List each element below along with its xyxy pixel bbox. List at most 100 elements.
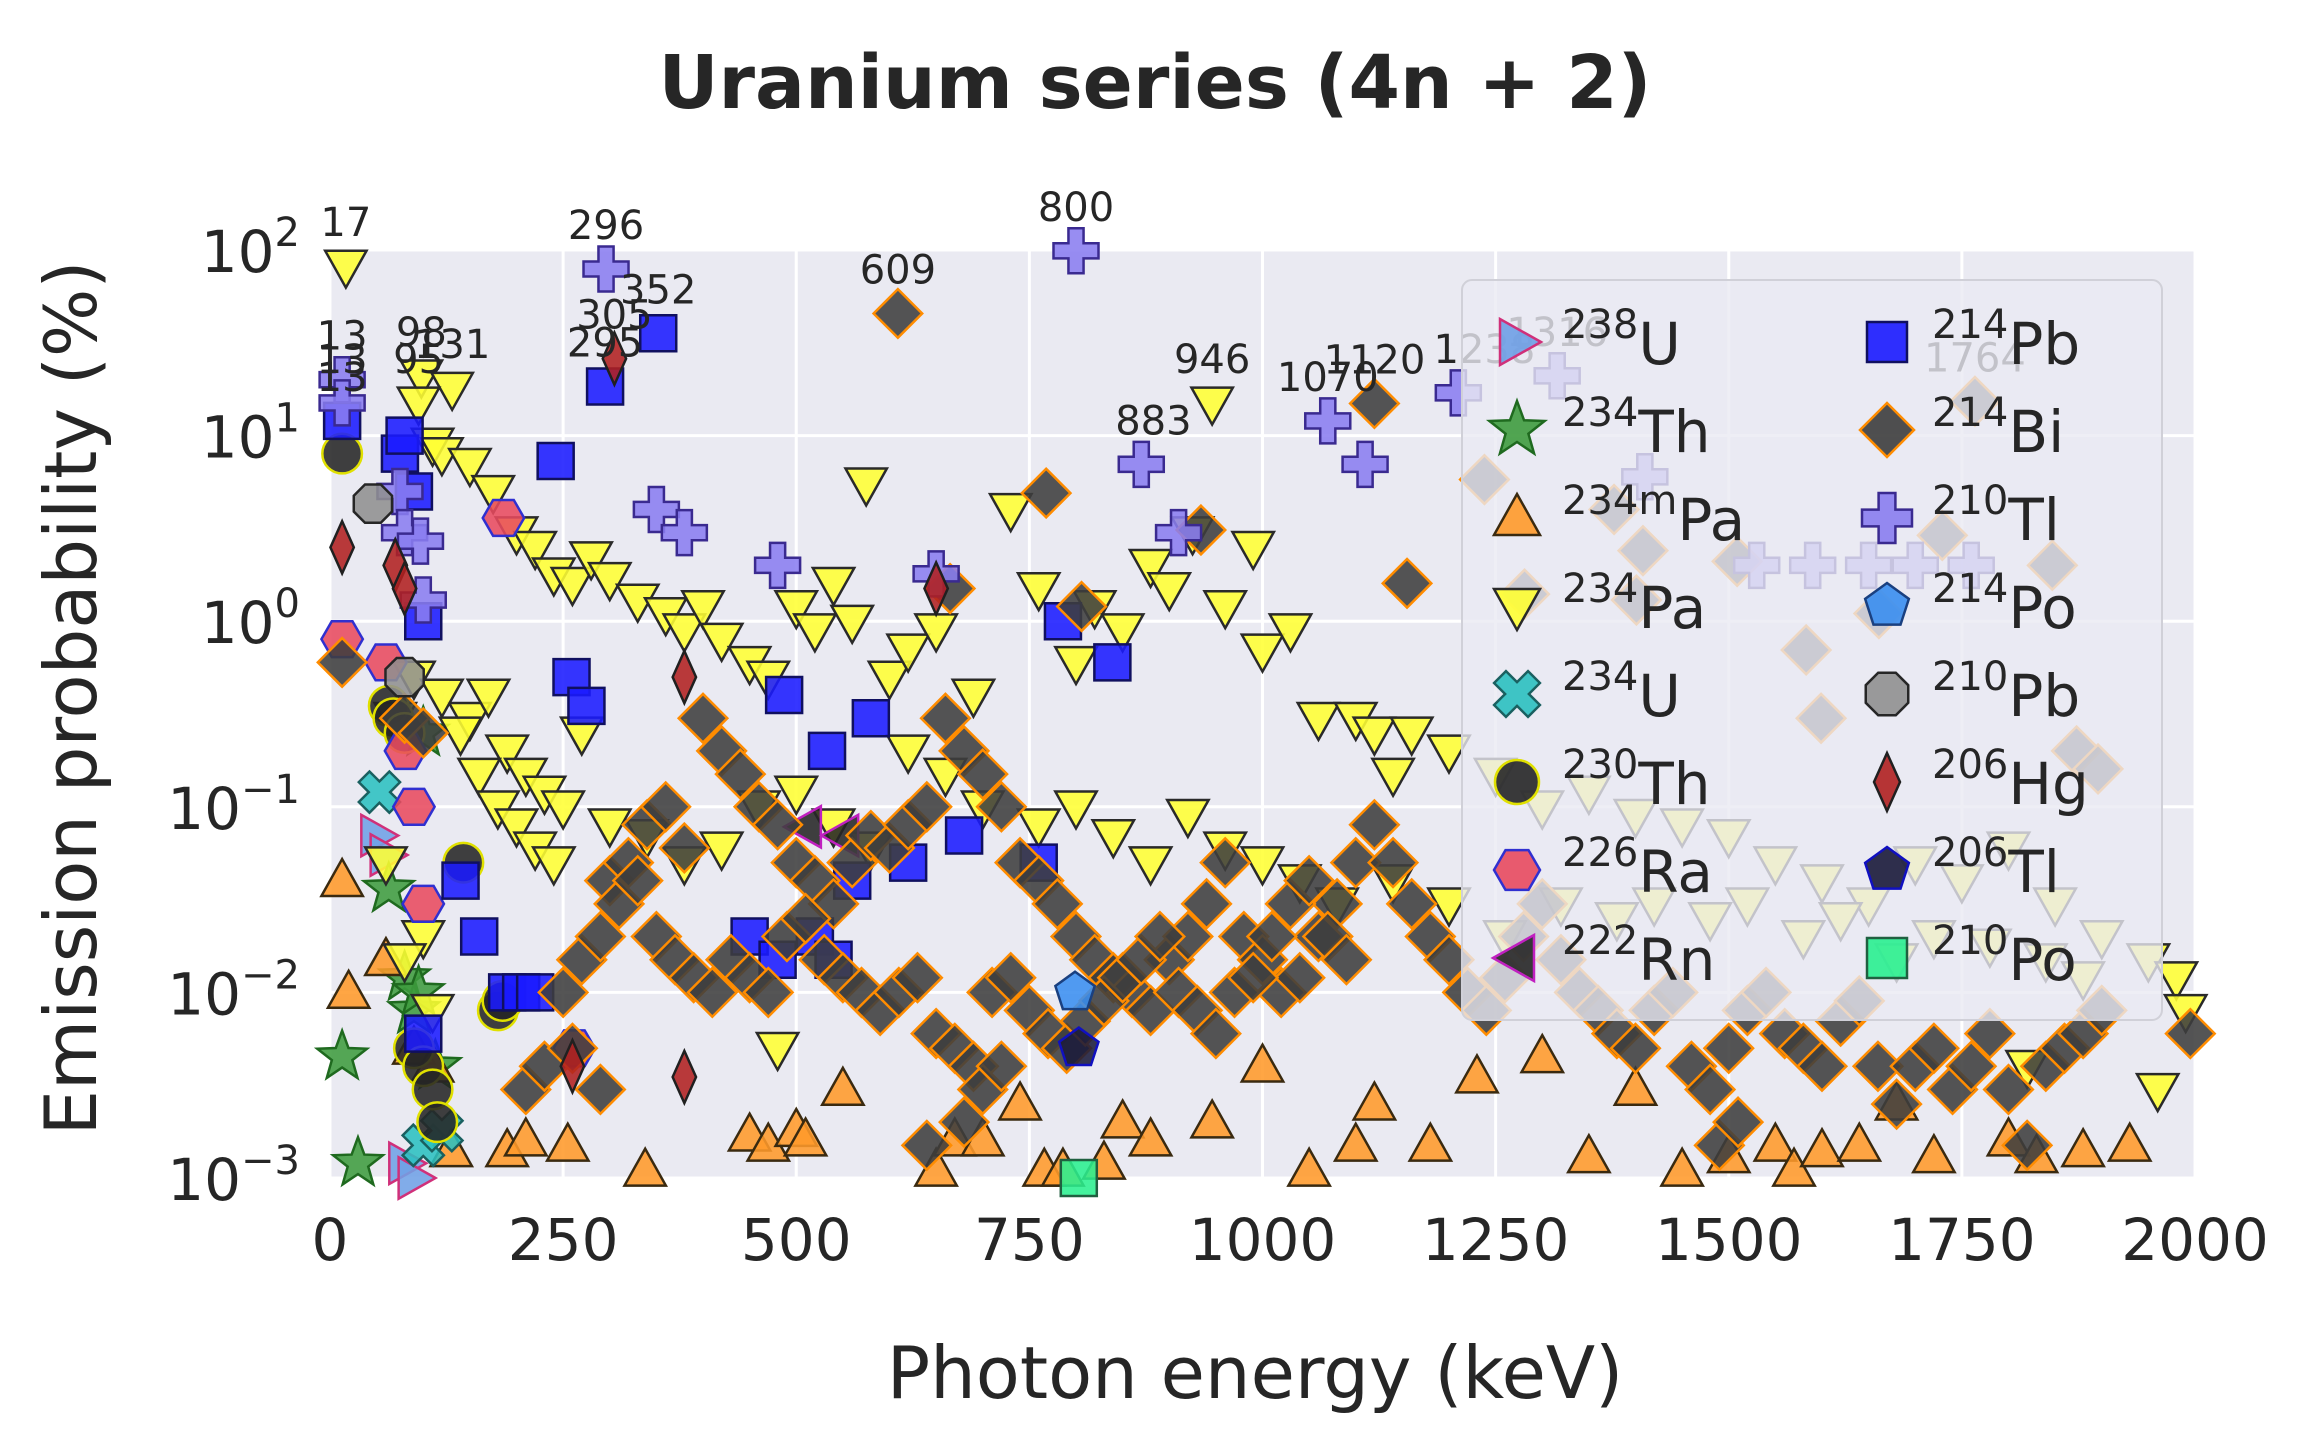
point-234mpa xyxy=(502,1115,549,1157)
point-210tl xyxy=(1341,440,1389,489)
point-234pa xyxy=(568,541,614,582)
legend-marker xyxy=(1865,320,1909,364)
point-234pa xyxy=(530,846,577,887)
point-234pa xyxy=(1370,757,1416,799)
point-214bi xyxy=(574,910,627,963)
legend-label: 230Th xyxy=(1562,742,1711,818)
point-234pa xyxy=(2153,961,2200,1002)
legend-marker xyxy=(1493,758,1541,806)
point-214pb xyxy=(459,917,499,956)
point-226ra xyxy=(401,884,446,924)
point-214bi xyxy=(1945,1040,1998,1093)
point-234mpa xyxy=(1351,1079,1398,1121)
legend-box xyxy=(1461,279,2163,1021)
point-206hg xyxy=(923,559,950,618)
point-234pa xyxy=(698,622,745,664)
point-234pa xyxy=(754,1031,801,1073)
point-234mpa xyxy=(1407,1121,1454,1162)
point-234pa xyxy=(1267,613,1314,654)
legend-label: 214Po xyxy=(1932,566,2077,642)
point-214bi xyxy=(975,780,1028,833)
point-234pa xyxy=(447,447,493,489)
point-214pb xyxy=(1093,643,1132,682)
point-214po xyxy=(1053,970,1097,1011)
point-234pa xyxy=(661,613,708,654)
x-tick-label: 0 xyxy=(312,1206,349,1274)
point-234pa xyxy=(1127,846,1174,887)
energy-annotation: 131 xyxy=(414,322,490,368)
legend-marker xyxy=(1860,491,1914,545)
point-214bi xyxy=(1348,377,1401,430)
point-234pa xyxy=(429,371,475,413)
point-214pb xyxy=(441,861,480,900)
point-234mpa xyxy=(820,1065,866,1106)
point-234pa xyxy=(792,613,838,654)
point-234pa xyxy=(773,775,820,817)
x-tick-label: 1000 xyxy=(1189,1206,1337,1274)
legend-marker xyxy=(1865,936,1909,980)
legend-entry: 238U xyxy=(1498,302,1681,378)
series-234m-Pa xyxy=(319,856,2153,1187)
y-axis-label: Emission probability (%) xyxy=(29,261,113,1136)
y-tick-label: 10−1 xyxy=(167,767,300,843)
point-234mpa xyxy=(1454,1052,1500,1094)
point-234mpa xyxy=(1752,1121,1799,1162)
point-214pb xyxy=(764,675,804,715)
point-214bi xyxy=(316,636,369,689)
series-210-Po xyxy=(1059,1158,1099,1198)
point-214bi xyxy=(1870,1078,1923,1131)
point-234pa xyxy=(323,249,369,291)
y-tick-label: 101 xyxy=(201,396,300,472)
point-206hg xyxy=(559,1037,586,1096)
point-234pa xyxy=(1295,701,1342,743)
point-234pa xyxy=(1090,818,1137,860)
legend-entry: 234mPa xyxy=(1491,478,1745,554)
point-234pa xyxy=(1015,808,1062,849)
legend-marker xyxy=(1491,587,1543,633)
point-214bi xyxy=(975,1040,1028,1093)
point-234mpa xyxy=(1799,1126,1845,1168)
energy-annotation: 13 xyxy=(317,314,368,360)
point-234pa xyxy=(1053,645,1099,687)
legend-label: 222Rn xyxy=(1562,918,1715,994)
point-214bi xyxy=(742,966,795,1019)
legend-label: 234U xyxy=(1562,654,1681,730)
legend-label: 214Bi xyxy=(1932,390,2064,466)
energy-annotation: 1120 xyxy=(1324,337,1426,383)
point-214bi xyxy=(397,706,450,760)
x-tick-label: 750 xyxy=(974,1206,1085,1274)
point-234pa xyxy=(1189,386,1235,428)
point-234pa xyxy=(1099,613,1146,654)
point-234mpa xyxy=(1239,1042,1286,1083)
point-214bi xyxy=(751,798,804,851)
point-234pa xyxy=(1388,716,1435,758)
legend-entry: 206Hg xyxy=(1872,742,2089,818)
legend-marker xyxy=(1863,845,1911,890)
energy-annotation: 17 xyxy=(320,200,371,246)
point-226ra xyxy=(481,498,526,538)
point-214bi xyxy=(1851,1040,1905,1093)
point-234pa xyxy=(398,359,445,400)
legend-label: 210Po xyxy=(1932,918,2077,994)
point-234pa xyxy=(866,660,913,702)
point-214bi xyxy=(1684,1063,1737,1116)
point-234mpa xyxy=(1286,1146,1332,1187)
x-axis-label: Photon energy (keV) xyxy=(887,1331,1624,1415)
legend-label: 206Tl xyxy=(1932,830,2060,906)
point-214pb xyxy=(404,1014,443,1053)
point-214bi xyxy=(956,748,1009,801)
point-214bi xyxy=(1702,1022,1755,1075)
point-214bi xyxy=(1020,467,1073,520)
legend-label: 226Ra xyxy=(1562,830,1713,906)
point-214bi xyxy=(1907,1022,1960,1075)
point-210tl xyxy=(582,245,630,293)
point-234mpa xyxy=(325,968,372,1009)
point-214bi xyxy=(1385,877,1438,930)
point-230th xyxy=(416,1101,459,1144)
point-234mpa xyxy=(1332,1121,1379,1162)
point-234pa xyxy=(680,589,726,631)
legend-entry: 230Th xyxy=(1493,742,1711,818)
point-206hg xyxy=(601,329,628,388)
point-214bi xyxy=(1199,836,1252,889)
